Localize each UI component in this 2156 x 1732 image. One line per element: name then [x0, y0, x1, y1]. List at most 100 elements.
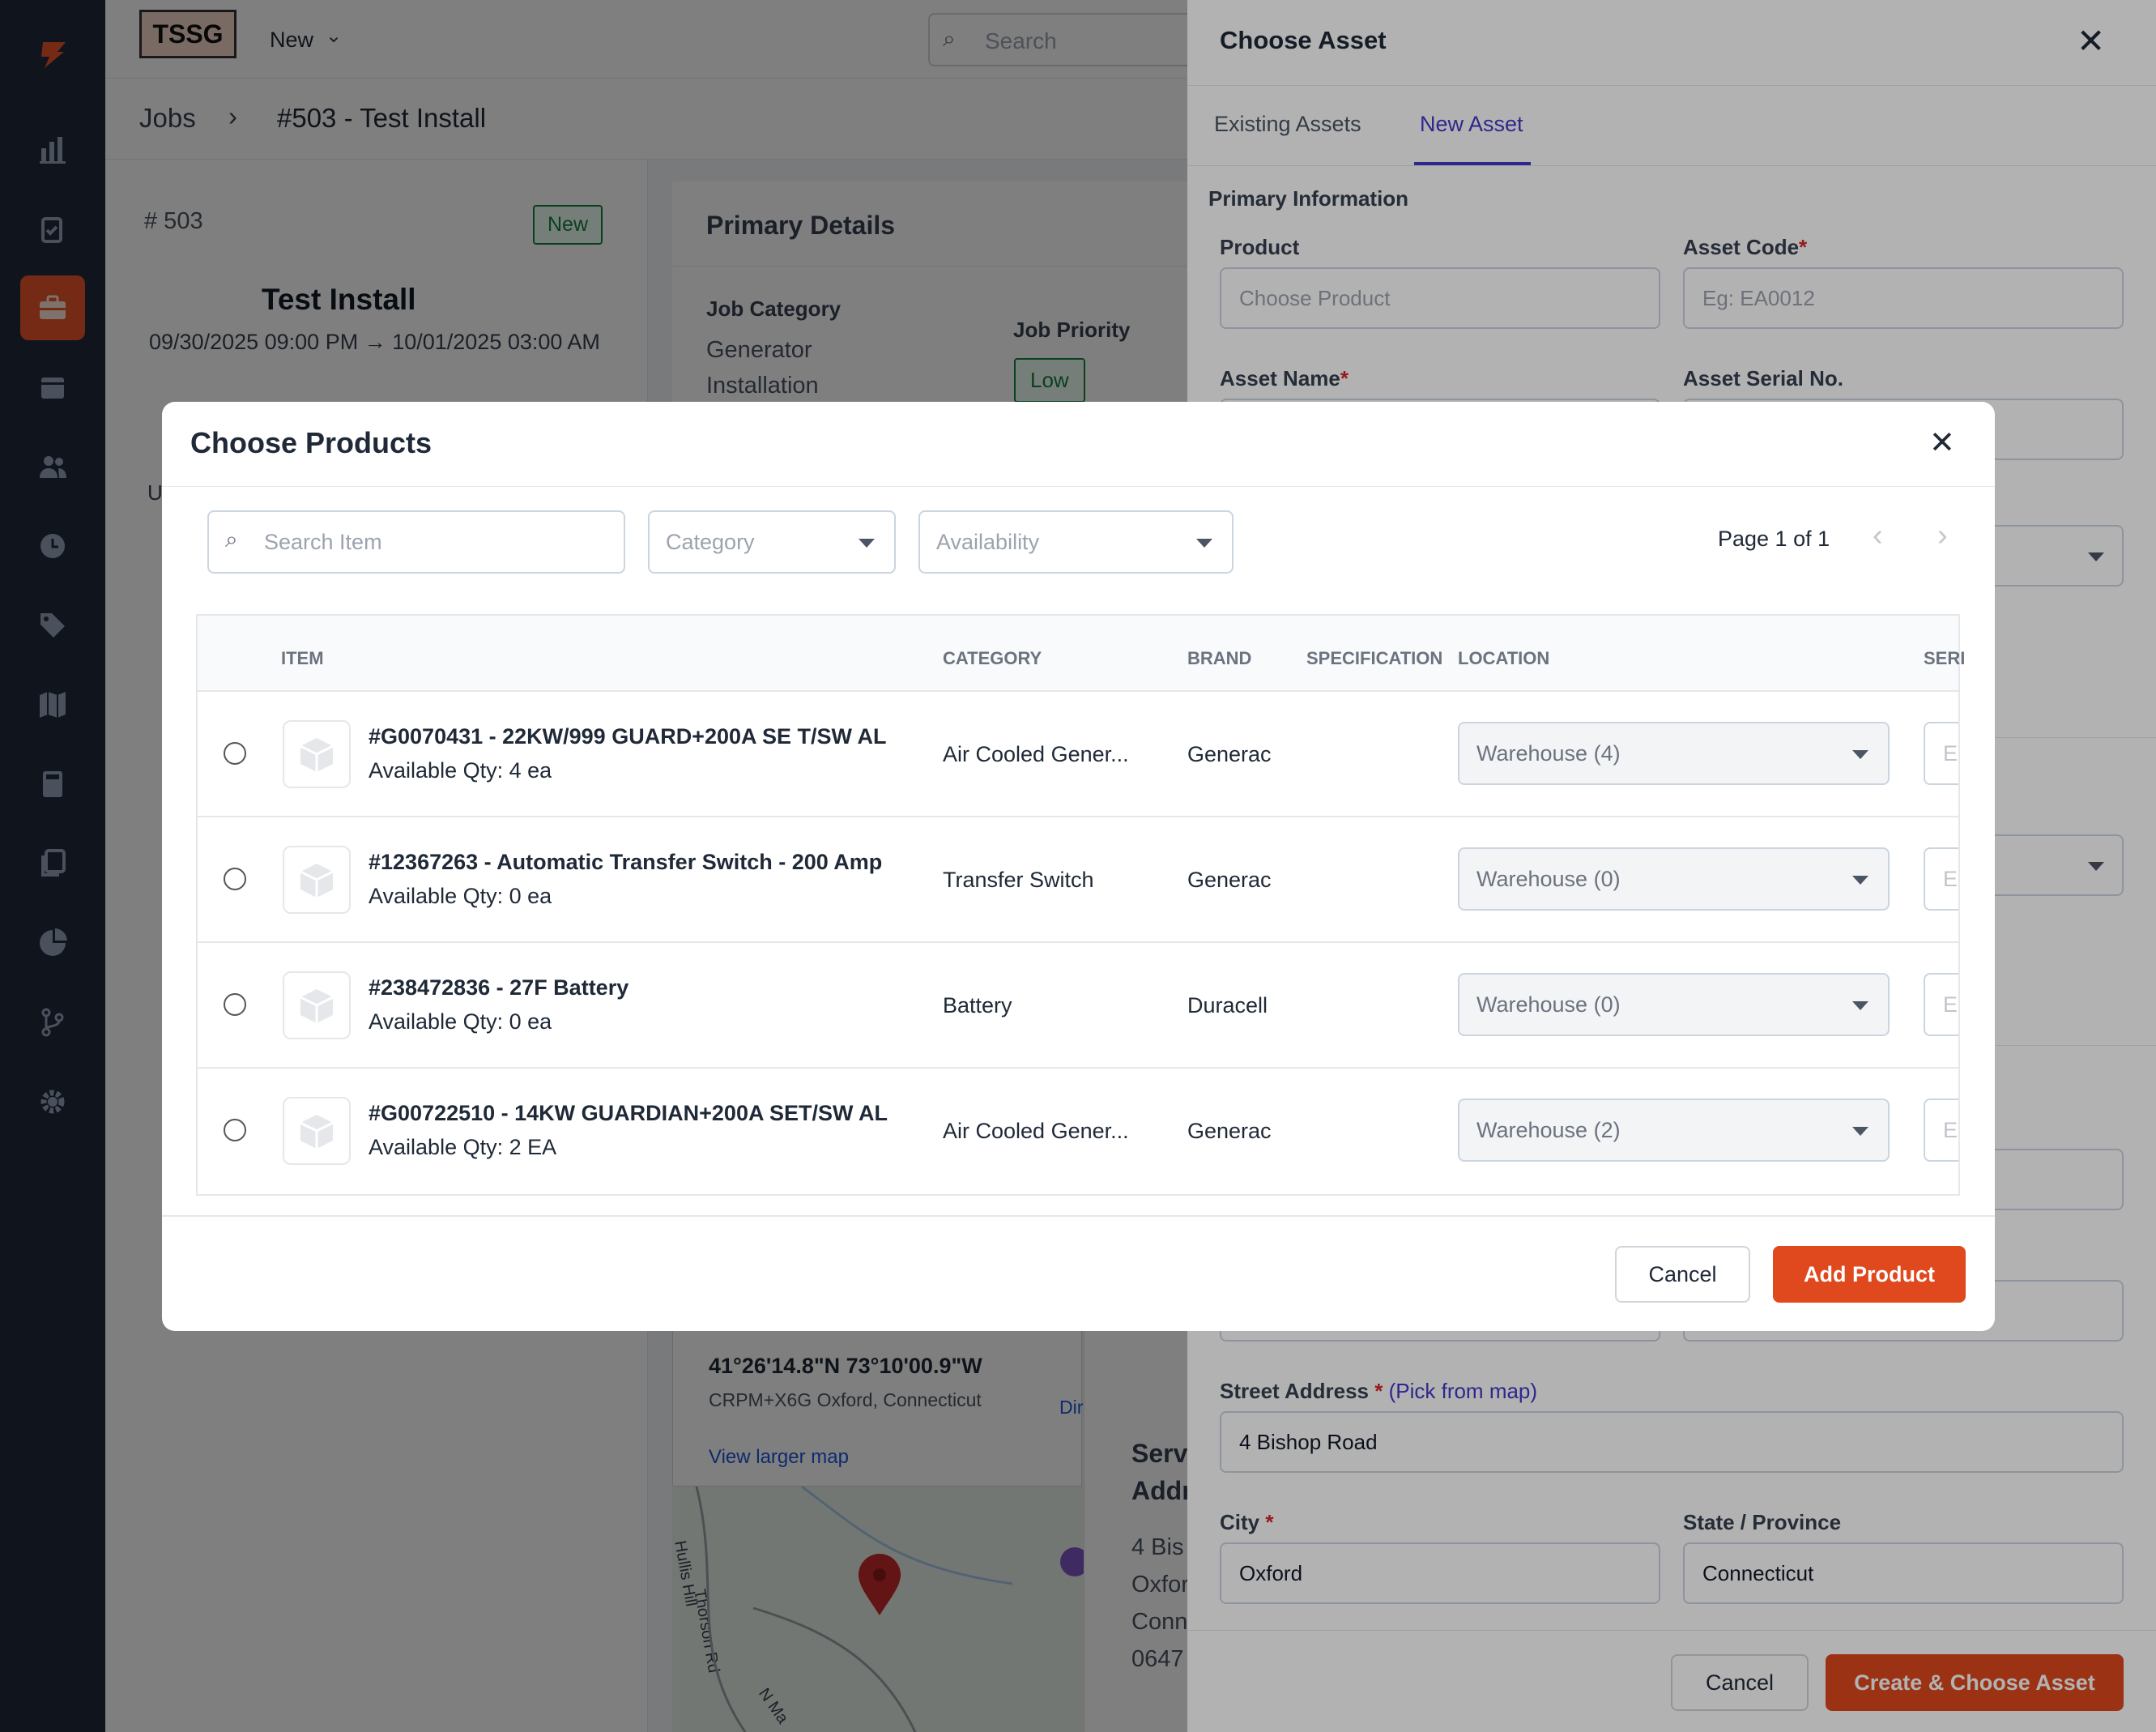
caret-icon: [1852, 876, 1868, 885]
product-label: Product: [1220, 235, 1300, 259]
tab-new-asset[interactable]: New Asset: [1420, 112, 1523, 136]
column-header-item: ITEM: [281, 648, 324, 668]
required-mark: *: [1340, 366, 1349, 390]
product-brand: Generac: [1187, 1119, 1272, 1143]
product-table: #G0070431 - 22KW/999 GUARD+200A SE T/SW …: [196, 690, 1960, 1196]
next-page-icon[interactable]: ›: [1937, 518, 1948, 552]
modal-title: Choose Products: [190, 426, 432, 459]
create-choose-asset-button[interactable]: Create & Choose Asset: [1826, 1654, 2124, 1711]
choose-products-modal: Choose Products ✕ ⌕ Search Item Category…: [162, 402, 1995, 1331]
product-brand: Generac: [1187, 868, 1272, 892]
state-label: State / Province: [1683, 1510, 1842, 1534]
product-placeholder: Choose Product: [1239, 285, 1391, 310]
search-icon: ⌕: [225, 527, 238, 552]
product-category: Air Cooled Gener...: [943, 742, 1129, 766]
table-row[interactable]: #G00722510 - 14KW GUARDIAN+200A SET/SW A…: [198, 1067, 1958, 1192]
page-info: Page 1 of 1: [1718, 527, 1830, 551]
prev-page-icon[interactable]: ‹: [1873, 518, 1883, 552]
required-mark: *: [1799, 235, 1808, 259]
product-box-icon: [283, 846, 351, 914]
section-heading: Primary Information: [1208, 186, 1409, 211]
caret-icon: [1852, 1127, 1868, 1136]
caret-icon: [1852, 750, 1868, 759]
row-select-radio[interactable]: [224, 868, 246, 890]
modal-cancel-button[interactable]: Cancel: [1615, 1246, 1750, 1303]
item-search-input[interactable]: ⌕ Search Item: [207, 510, 625, 574]
availability-filter-placeholder: Availability: [936, 529, 1040, 554]
product-available-qty: Available Qty: 2 EA: [369, 1135, 557, 1159]
state-input[interactable]: Connecticut: [1683, 1542, 2124, 1604]
row-select-radio[interactable]: [224, 1119, 246, 1141]
serial-input[interactable]: Eg: [1924, 722, 1958, 785]
column-header-serial: SERI: [1924, 648, 1966, 668]
serial-placeholder: Eg: [1943, 992, 1958, 1017]
location-select[interactable]: Warehouse (0): [1458, 847, 1890, 911]
location-value: Warehouse (4): [1476, 740, 1621, 766]
product-available-qty: Available Qty: 0 ea: [369, 884, 552, 908]
column-header-specification: SPECIFICATION: [1306, 648, 1443, 668]
serial-placeholder: Eg: [1943, 866, 1958, 891]
serial-input[interactable]: Eg: [1924, 973, 1958, 1036]
product-name: #238472836 - 27F Battery: [369, 975, 629, 1000]
product-available-qty: Available Qty: 0 ea: [369, 1009, 552, 1034]
availability-filter-select[interactable]: Availability: [918, 510, 1234, 574]
tab-existing-assets[interactable]: Existing Assets: [1214, 112, 1361, 136]
product-brand: Duracell: [1187, 993, 1268, 1017]
panel-close-icon[interactable]: ✕: [2077, 22, 2106, 60]
asset-serial-label: Asset Serial No.: [1683, 366, 1843, 390]
asset-code-label: Asset Code*: [1683, 235, 1807, 260]
column-header-category: CATEGORY: [943, 648, 1042, 668]
item-search-placeholder: Search Item: [264, 530, 382, 554]
modal-close-icon[interactable]: ✕: [1929, 426, 1955, 460]
asset-code-label-text: Asset Code: [1683, 235, 1800, 259]
row-select-radio[interactable]: [224, 993, 246, 1016]
city-value: Oxford: [1239, 1560, 1303, 1585]
pick-from-map-link[interactable]: (Pick from map): [1388, 1379, 1538, 1403]
serial-input[interactable]: Eg: [1924, 847, 1958, 911]
divider: [162, 486, 1995, 487]
caret-icon: [1852, 1001, 1868, 1010]
location-value: Warehouse (0): [1476, 992, 1621, 1017]
product-select[interactable]: Choose Product: [1220, 267, 1660, 329]
required-mark: *: [1265, 1510, 1274, 1534]
state-value: Connecticut: [1702, 1560, 1814, 1585]
serial-input[interactable]: Eg: [1924, 1098, 1958, 1162]
street-address-label: Street Address * (Pick from map): [1220, 1379, 1537, 1404]
row-select-radio[interactable]: [224, 742, 246, 765]
product-box-icon: [283, 1097, 351, 1165]
city-label-text: City: [1220, 1510, 1260, 1534]
product-category: Air Cooled Gener...: [943, 1119, 1129, 1143]
column-header-brand: BRAND: [1187, 648, 1252, 668]
panel-cancel-button[interactable]: Cancel: [1671, 1654, 1809, 1711]
location-value: Warehouse (2): [1476, 1117, 1621, 1142]
table-row[interactable]: #12367263 - Automatic Transfer Switch - …: [198, 816, 1958, 941]
table-row[interactable]: #238472836 - 27F Battery Available Qty: …: [198, 941, 1958, 1067]
location-select[interactable]: Warehouse (2): [1458, 1098, 1890, 1162]
category-filter-select[interactable]: Category: [648, 510, 896, 574]
divider: [1187, 165, 2156, 166]
add-product-button[interactable]: Add Product: [1773, 1246, 1966, 1303]
city-input[interactable]: Oxford: [1220, 1542, 1660, 1604]
location-value: Warehouse (0): [1476, 866, 1621, 891]
table-row[interactable]: #G0070431 - 22KW/999 GUARD+200A SE T/SW …: [198, 690, 1958, 816]
product-name: #G00722510 - 14KW GUARDIAN+200A SET/SW A…: [369, 1101, 888, 1125]
table-header: ITEM CATEGORY BRAND SPECIFICATION LOCATI…: [196, 614, 1965, 692]
required-mark: *: [1374, 1379, 1383, 1403]
product-category: Transfer Switch: [943, 868, 1094, 892]
divider: [162, 1215, 1995, 1217]
street-address-label-text: Street Address: [1220, 1379, 1369, 1403]
serial-placeholder: Eg: [1943, 1117, 1958, 1142]
product-available-qty: Available Qty: 4 ea: [369, 758, 552, 783]
asset-code-input[interactable]: Eg: EA0012: [1683, 267, 2124, 329]
street-address-input[interactable]: 4 Bishop Road: [1220, 1411, 2124, 1473]
caret-icon: [2088, 552, 2104, 561]
tab-active-indicator: [1414, 162, 1531, 165]
location-select[interactable]: Warehouse (4): [1458, 722, 1890, 785]
caret-icon: [1196, 539, 1212, 548]
location-select[interactable]: Warehouse (0): [1458, 973, 1890, 1036]
product-brand: Generac: [1187, 742, 1272, 766]
product-category: Battery: [943, 993, 1012, 1017]
caret-icon: [859, 539, 875, 548]
product-name: #G0070431 - 22KW/999 GUARD+200A SE T/SW …: [369, 724, 887, 749]
asset-code-placeholder: Eg: EA0012: [1702, 285, 1815, 310]
